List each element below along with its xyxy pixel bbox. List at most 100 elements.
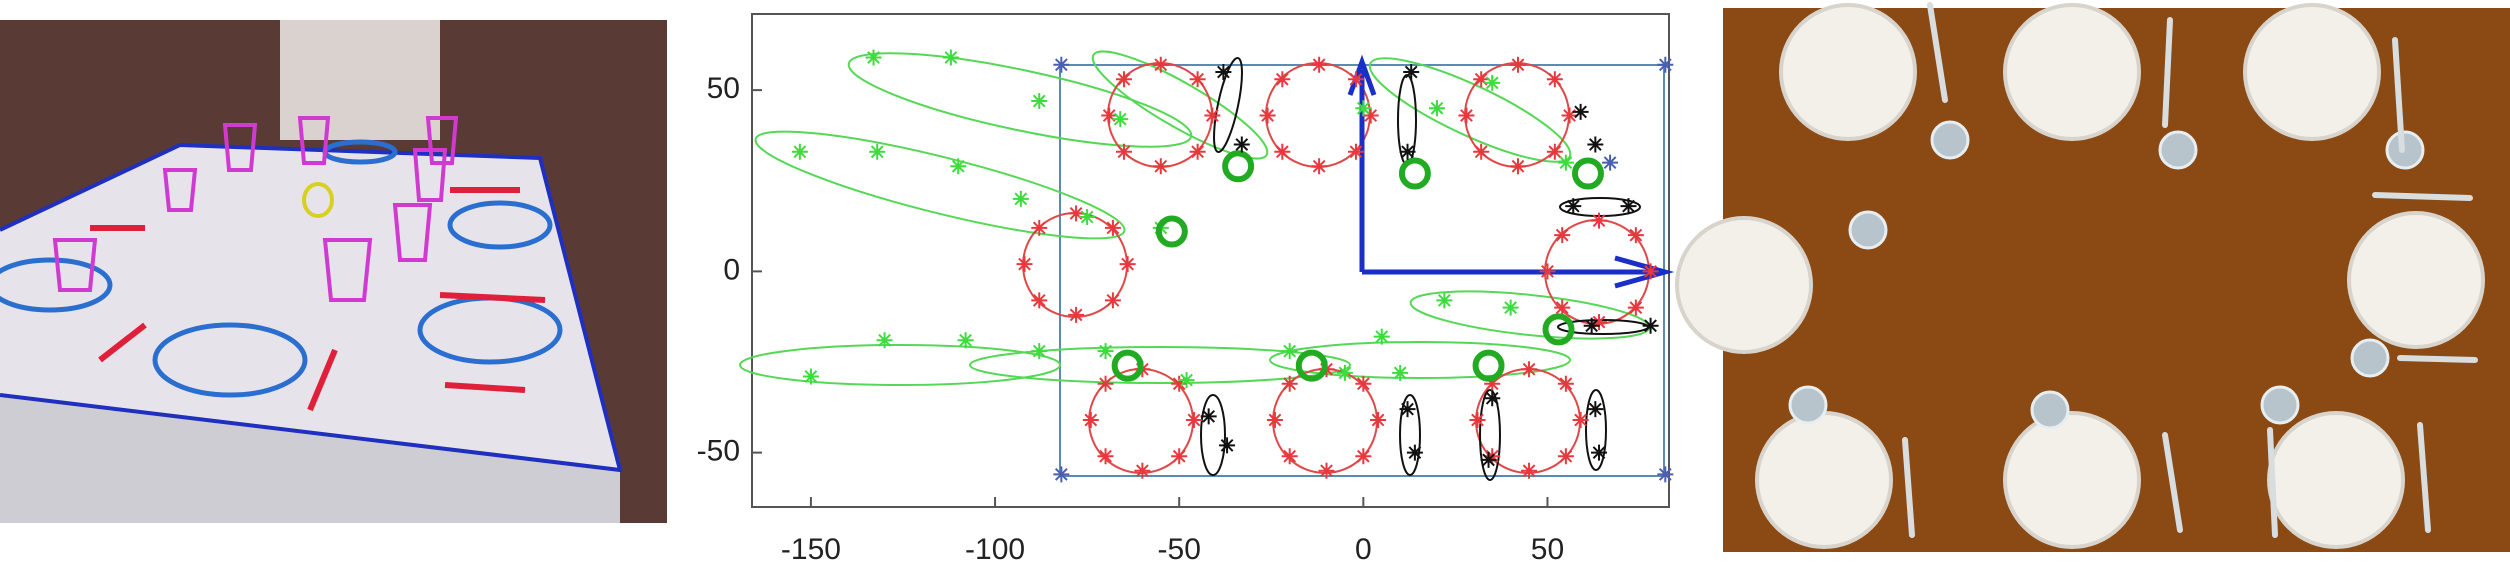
point <box>1233 136 1250 153</box>
point <box>1484 375 1501 392</box>
point <box>1571 157 1604 190</box>
point <box>1031 93 1048 109</box>
point <box>1259 107 1276 124</box>
point <box>1502 299 1519 316</box>
point <box>1082 412 1099 428</box>
point <box>1399 401 1416 418</box>
point <box>1222 150 1255 183</box>
point <box>1115 143 1132 160</box>
point <box>1399 143 1416 160</box>
x-tick-label: 50 <box>1531 533 1564 566</box>
point <box>1572 103 1589 120</box>
point <box>791 143 808 160</box>
point <box>1104 219 1121 236</box>
point <box>1554 299 1571 316</box>
rendered-table <box>1675 2 2510 552</box>
point <box>1510 158 1527 175</box>
point <box>1510 56 1527 73</box>
y-tick-label: -50 <box>697 435 740 468</box>
point <box>1642 263 1659 280</box>
point <box>1657 56 1674 73</box>
point <box>1281 343 1298 360</box>
point <box>1355 100 1372 117</box>
point <box>1281 448 1298 465</box>
point <box>957 332 974 349</box>
point <box>1155 215 1188 248</box>
point <box>1311 158 1328 175</box>
point <box>1031 292 1048 309</box>
point <box>1472 349 1505 382</box>
point <box>1355 448 1372 465</box>
point <box>1189 143 1206 160</box>
point <box>1031 219 1048 236</box>
point <box>1219 437 1236 454</box>
point <box>1266 412 1283 428</box>
point <box>1398 157 1431 190</box>
point <box>1392 364 1409 381</box>
point <box>1311 56 1328 73</box>
point <box>1016 256 1033 273</box>
point <box>1642 317 1659 334</box>
point <box>1115 71 1132 88</box>
point <box>1111 349 1144 382</box>
point <box>1097 343 1114 360</box>
point <box>1097 448 1114 465</box>
point <box>1473 71 1490 88</box>
point <box>1152 158 1169 175</box>
point <box>1171 375 1188 392</box>
point <box>1204 107 1221 124</box>
point <box>865 49 882 66</box>
point <box>1178 372 1195 389</box>
point <box>1274 71 1291 88</box>
point <box>1469 412 1486 428</box>
point <box>1362 107 1379 124</box>
point <box>1458 107 1475 124</box>
point <box>1557 154 1574 171</box>
x-tick-label: -100 <box>965 533 1025 566</box>
point <box>1546 71 1563 88</box>
point <box>1068 205 1085 222</box>
point <box>1428 100 1445 117</box>
point <box>1627 227 1644 244</box>
point <box>1484 74 1501 91</box>
point <box>1572 412 1589 428</box>
point <box>1521 361 1538 378</box>
point <box>1565 198 1582 215</box>
frame-axes <box>1347 54 1675 289</box>
point <box>1068 306 1085 323</box>
point <box>942 49 959 66</box>
point <box>1031 343 1048 360</box>
point <box>1185 412 1202 428</box>
point <box>1104 292 1121 309</box>
point <box>1546 143 1563 160</box>
point <box>802 368 819 385</box>
y-tick-label: 0 <box>723 253 740 286</box>
point <box>1620 198 1637 215</box>
point <box>1436 292 1453 309</box>
point <box>1539 263 1556 280</box>
x-tick-label: -50 <box>1158 533 1201 566</box>
point <box>1101 107 1118 124</box>
point <box>1152 56 1169 73</box>
point <box>950 158 967 175</box>
point <box>1347 71 1364 88</box>
x-tick-label: 0 <box>1355 533 1372 566</box>
uncertainty-ellipses <box>739 50 1651 386</box>
point <box>1554 227 1571 244</box>
point <box>1012 190 1029 207</box>
point <box>1583 317 1600 334</box>
point <box>1557 448 1574 465</box>
point <box>1274 143 1291 160</box>
point <box>1355 375 1372 392</box>
point <box>1079 209 1096 225</box>
point <box>1200 408 1217 425</box>
point <box>1403 64 1420 80</box>
point <box>1480 451 1497 468</box>
point <box>1119 256 1136 273</box>
point <box>1281 375 1298 392</box>
point <box>1053 466 1070 483</box>
point <box>1591 212 1608 229</box>
point <box>1171 448 1188 465</box>
point <box>1373 328 1390 345</box>
x-tick-label: -150 <box>781 533 841 566</box>
